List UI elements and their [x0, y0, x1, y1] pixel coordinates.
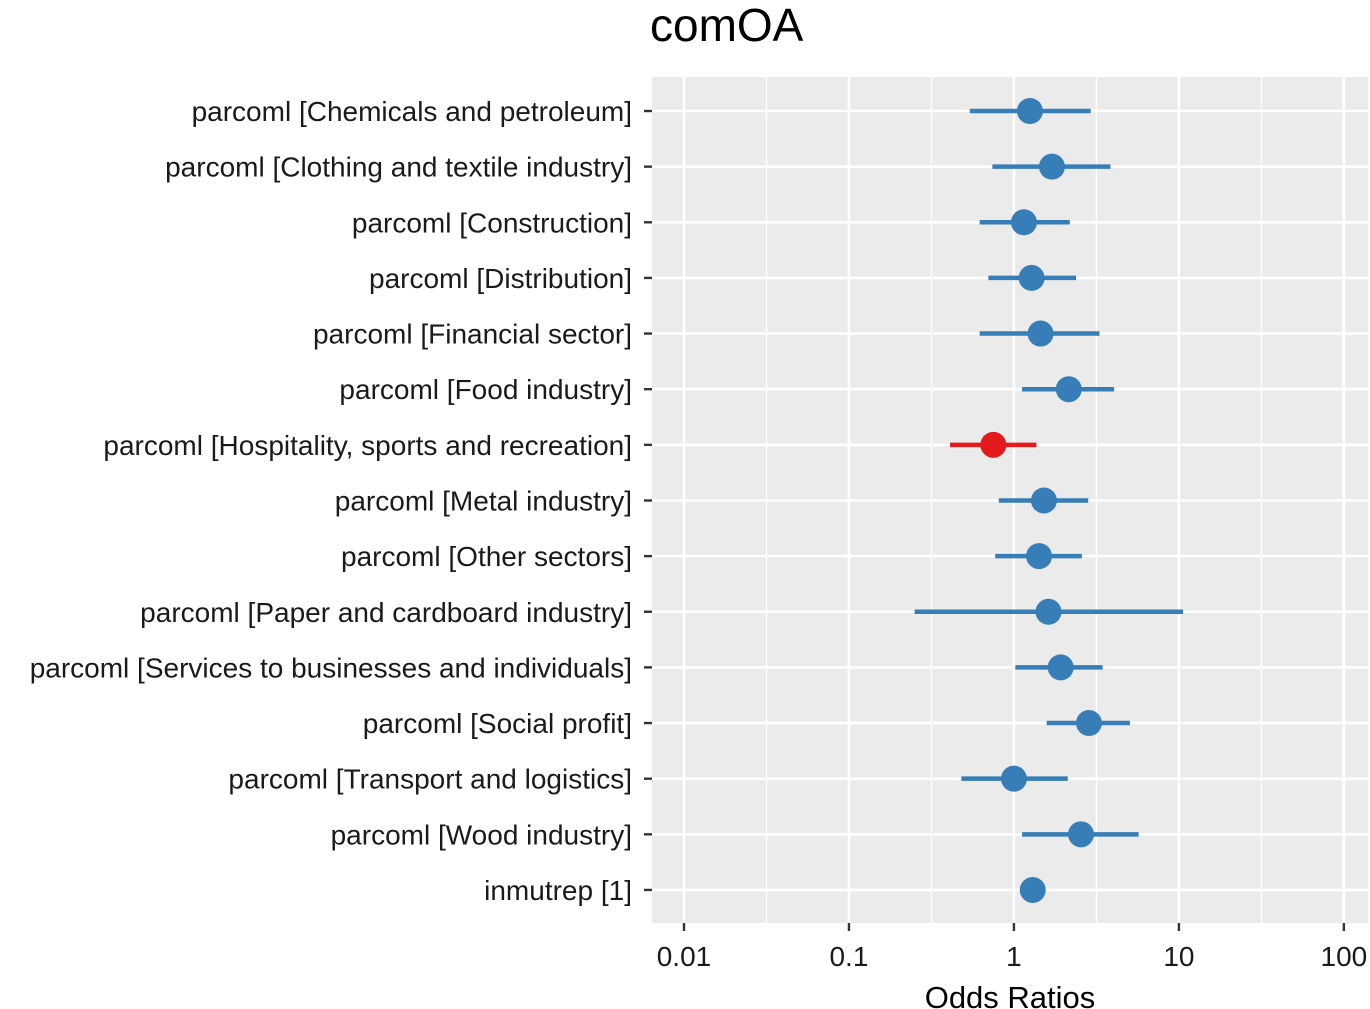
x-axis-title: Odds Ratios — [925, 980, 1096, 1009]
y-tick-label: parcoml [Hospitality, sports and recreat… — [103, 430, 632, 461]
x-tick-label: 1 — [1006, 941, 1022, 972]
x-tick-label: 10 — [1163, 941, 1194, 972]
estimate-point — [1016, 98, 1043, 124]
estimate-point — [1019, 876, 1046, 903]
chart-title: comOA — [650, 0, 804, 51]
estimate-point — [1030, 487, 1057, 514]
estimate-point — [1027, 320, 1054, 347]
x-axis: 0.01 0.1 1 10 100 — [657, 923, 1368, 972]
estimate-point — [1000, 765, 1027, 792]
y-tick-label: parcoml [Metal industry] — [335, 485, 632, 516]
y-tick-label: parcoml [Social profit] — [363, 708, 632, 739]
estimate-point — [980, 431, 1007, 458]
y-tick-label: parcoml [Paper and cardboard industry] — [140, 597, 632, 628]
estimate-point — [1075, 710, 1102, 737]
estimate-point — [1038, 153, 1065, 180]
estimate-point — [1068, 821, 1095, 848]
estimate-point — [1010, 209, 1037, 236]
x-tick-label: 0.1 — [829, 941, 868, 972]
y-tick-label: parcoml [Financial sector] — [313, 319, 632, 350]
y-tick-label: parcoml [Transport and logistics] — [228, 764, 632, 795]
estimate-point — [1055, 376, 1082, 403]
y-tick-label: parcoml [Services to businesses and indi… — [30, 652, 632, 683]
y-tick-label: parcoml [Wood industry] — [331, 819, 632, 850]
estimate-point — [1018, 264, 1045, 291]
y-tick-label: parcoml [Chemicals and petroleum] — [192, 96, 632, 127]
y-tick-label: parcoml [Clothing and textile industry] — [165, 152, 632, 183]
x-tick-label: 0.01 — [657, 941, 712, 972]
y-tick-label: parcoml [Food industry] — [339, 374, 632, 405]
estimate-points — [980, 98, 1102, 903]
x-tick-label: 100 — [1321, 941, 1368, 972]
y-tick-label: parcoml [Other sectors] — [341, 541, 632, 572]
estimate-point — [1047, 654, 1074, 681]
estimate-point — [1035, 598, 1062, 625]
y-tick-label: parcoml [Construction] — [352, 207, 632, 238]
y-tick-label: parcoml [Distribution] — [369, 263, 632, 294]
y-tick-label: inmutrep [1] — [484, 875, 632, 906]
estimate-point — [1026, 543, 1053, 570]
y-axis: parcoml [Chemicals and petroleum] parcoml… — [30, 96, 652, 906]
